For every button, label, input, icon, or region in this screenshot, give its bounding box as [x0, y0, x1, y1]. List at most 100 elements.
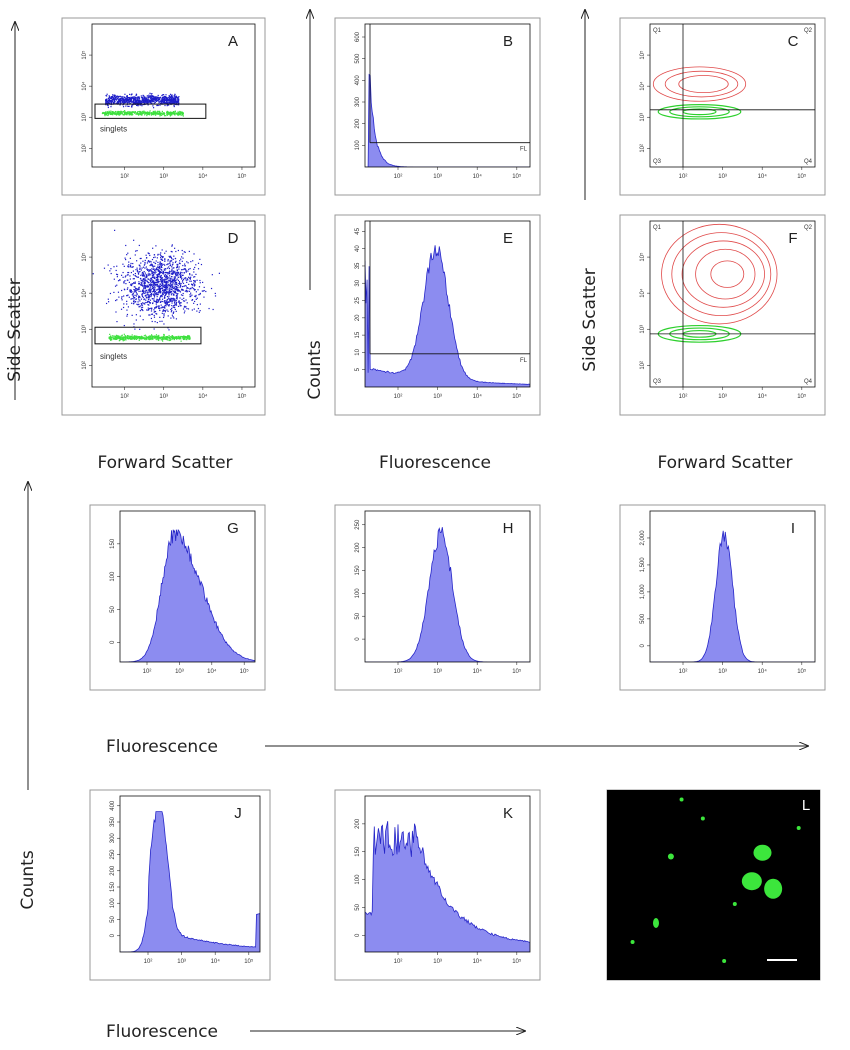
event — [189, 274, 191, 276]
event — [157, 335, 159, 338]
event — [161, 338, 163, 340]
event — [105, 302, 108, 305]
event — [131, 338, 133, 340]
event — [164, 289, 167, 292]
event — [180, 269, 183, 271]
event — [177, 290, 179, 292]
event — [156, 96, 158, 98]
event — [120, 97, 122, 100]
event — [110, 335, 112, 337]
event — [160, 254, 162, 257]
y-tick-label: 250 — [110, 849, 116, 860]
event — [134, 101, 136, 103]
event — [115, 334, 118, 336]
event — [158, 276, 160, 278]
event — [109, 101, 111, 103]
event — [138, 286, 140, 288]
event — [114, 97, 116, 99]
event — [124, 337, 127, 339]
event — [154, 273, 156, 275]
event — [119, 104, 121, 106]
event — [175, 101, 178, 103]
event — [172, 336, 175, 338]
event — [190, 280, 192, 282]
event — [169, 255, 172, 257]
event — [131, 294, 133, 296]
event — [161, 112, 163, 114]
event — [101, 112, 104, 115]
event — [164, 274, 167, 276]
event — [178, 98, 180, 100]
event — [167, 301, 169, 304]
event — [161, 278, 163, 280]
event — [195, 264, 197, 266]
event — [152, 282, 155, 284]
contour — [681, 240, 765, 308]
event — [164, 96, 167, 99]
x-tick-label: 10² — [144, 959, 153, 965]
event — [145, 257, 148, 259]
event — [167, 277, 169, 279]
x-tick-label: 10² — [679, 669, 688, 675]
quadrant-label: Q3 — [653, 159, 662, 165]
y-tick-label: 200 — [355, 818, 361, 829]
event — [155, 279, 157, 281]
event — [136, 267, 138, 269]
event — [130, 266, 132, 268]
event — [172, 102, 174, 104]
event — [143, 110, 145, 112]
event — [92, 273, 94, 275]
event — [181, 278, 183, 280]
event — [128, 114, 130, 116]
event — [143, 298, 145, 301]
event — [189, 336, 191, 338]
event — [152, 280, 155, 282]
event — [170, 339, 172, 341]
event — [157, 254, 159, 256]
event — [143, 284, 146, 287]
event — [135, 93, 138, 95]
gate — [94, 103, 207, 119]
event — [184, 263, 186, 265]
event — [144, 292, 146, 295]
event — [106, 95, 108, 97]
event — [199, 282, 201, 284]
event — [174, 280, 176, 282]
event — [144, 261, 146, 264]
event — [172, 258, 174, 260]
event — [140, 281, 142, 284]
event — [145, 266, 147, 268]
event — [140, 269, 142, 271]
event — [162, 256, 164, 259]
panel-letter: D — [228, 230, 239, 247]
event — [168, 99, 170, 101]
event — [161, 336, 163, 338]
event — [139, 257, 141, 260]
event — [170, 260, 172, 262]
cell — [630, 940, 635, 944]
event — [176, 273, 178, 275]
event — [163, 99, 165, 102]
event — [171, 314, 173, 316]
event — [127, 294, 129, 296]
plot-frame — [119, 795, 261, 953]
event — [156, 99, 158, 101]
event — [135, 102, 137, 104]
event — [133, 338, 135, 340]
event — [146, 101, 148, 103]
histogram — [365, 73, 530, 167]
event — [122, 276, 124, 278]
event — [133, 239, 135, 241]
event — [134, 336, 136, 339]
event — [166, 113, 168, 115]
y-tick-label: 200 — [110, 865, 116, 876]
event — [138, 290, 140, 292]
event — [123, 265, 125, 267]
event — [179, 305, 181, 307]
event — [167, 304, 169, 306]
event — [135, 250, 137, 252]
event — [138, 283, 140, 285]
event — [191, 299, 193, 301]
event — [160, 275, 162, 277]
event — [160, 262, 162, 265]
